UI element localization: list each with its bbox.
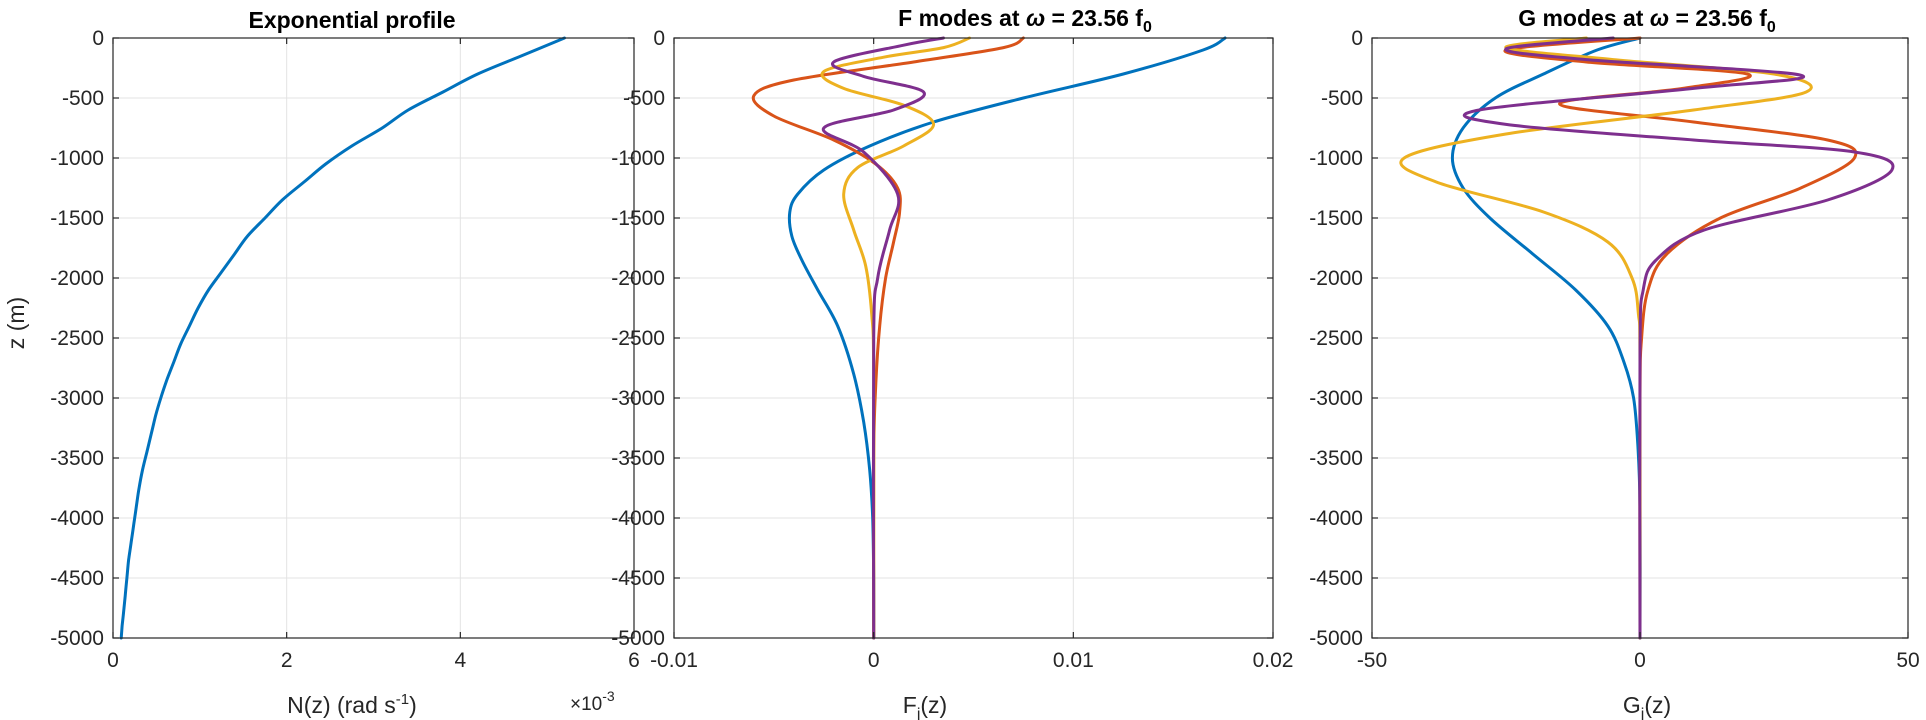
y-tick-label: -4500 — [50, 567, 104, 590]
y-tick-label: -500 — [623, 87, 665, 110]
series-line-4 — [822, 36, 945, 640]
x-tick-label: 50 — [1896, 649, 1919, 672]
y-axis-label: z (m) — [3, 297, 29, 349]
series-layer — [1399, 36, 1895, 640]
x-tick-label: 0 — [868, 649, 880, 672]
x-tick-label: 0 — [1634, 649, 1646, 672]
chart-title: Exponential profile — [248, 7, 455, 33]
x-tick-label: 0.01 — [1053, 649, 1094, 672]
y-tick-label: -2000 — [1309, 267, 1363, 290]
panel-f-modes: -0.01 0 0.01 0.02 0 -500 -1000 -1500 -2000 -2500 -… — [611, 5, 1293, 720]
chart-title: F modes at ω = 23.56 f0 — [898, 5, 1152, 36]
y-tick-label: -1000 — [611, 147, 665, 170]
y-tick-label: -1500 — [611, 207, 665, 230]
chart-title: G modes at ω = 23.56 f0 — [1518, 5, 1776, 36]
y-tick-label: -3000 — [50, 387, 104, 410]
series-layer — [119, 36, 566, 640]
y-tick-label: -5000 — [1309, 627, 1363, 650]
series-line-2 — [751, 36, 1025, 640]
x-tick-label: 0.02 — [1253, 649, 1294, 672]
ticks: 0 2 4 6 0 -500 -1000 -1500 -2000 -2500 -3000 -3500 -… — [50, 27, 640, 672]
y-tick-label: -5000 — [611, 627, 665, 650]
panel-exponential-profile: 0 2 4 6 0 -500 -1000 -1500 -2000 -2500 -3000 -3500 -… — [3, 7, 640, 718]
panel-g-modes: -50 0 500-500-1000-1500-2000-2500-3000-350… — [1309, 5, 1919, 720]
y-tick-label: 0 — [1351, 27, 1363, 50]
y-tick-label: -500 — [62, 87, 104, 110]
x-axis-label: Gj(z) — [1623, 692, 1671, 720]
y-tick-label: -500 — [1321, 87, 1363, 110]
x-axis-label: N(z) (rad s-1) — [287, 691, 417, 718]
y-tick-label: 0 — [92, 27, 104, 50]
y-tick-label: -2000 — [50, 267, 104, 290]
x-tick-label: -0.01 — [650, 649, 698, 672]
y-tick-label: -5000 — [50, 627, 104, 650]
y-tick-label: -4000 — [50, 507, 104, 530]
series-line-2 — [1503, 36, 1858, 640]
y-tick-label: -3500 — [50, 447, 104, 470]
y-tick-label: -3500 — [1309, 447, 1363, 470]
series-line-1 — [119, 36, 566, 640]
y-tick-label: -1500 — [1309, 207, 1363, 230]
y-tick-label: -2000 — [611, 267, 665, 290]
x-tick-label: 2 — [281, 649, 293, 672]
y-tick-label: 0 — [653, 27, 665, 50]
y-tick-label: -2500 — [611, 327, 665, 350]
ticks: -50 0 500-500-1000-1500-2000-2500-3000-350… — [1309, 27, 1919, 672]
x-axis-label: Fj(z) — [903, 692, 947, 720]
x-tick-label: -50 — [1357, 649, 1387, 672]
series-line-4 — [1462, 36, 1895, 640]
y-tick-label: -4500 — [1309, 567, 1363, 590]
y-tick-label: -1000 — [1309, 147, 1363, 170]
y-tick-label: -4000 — [1309, 507, 1363, 530]
x-axis-exponent: ×10-3 — [570, 688, 615, 715]
y-tick-label: -4000 — [611, 507, 665, 530]
y-tick-label: -2500 — [50, 327, 104, 350]
x-tick-label: 4 — [454, 649, 466, 672]
ticks: -0.01 0 0.01 0.02 0 -500 -1000 -1500 -2000 -2500 -… — [611, 27, 1293, 672]
series-line-1 — [787, 36, 1227, 640]
series-layer — [751, 36, 1227, 640]
y-tick-label: -1500 — [50, 207, 104, 230]
series-line-1 — [1450, 36, 1642, 640]
y-tick-label: -3500 — [611, 447, 665, 470]
y-tick-label: -1000 — [50, 147, 104, 170]
y-tick-label: -2500 — [1309, 327, 1363, 350]
y-tick-label: -3000 — [611, 387, 665, 410]
x-tick-label: 0 — [107, 649, 119, 672]
y-tick-label: -3000 — [1309, 387, 1363, 410]
y-tick-label: -4500 — [611, 567, 665, 590]
x-tick-label: 6 — [628, 649, 640, 672]
